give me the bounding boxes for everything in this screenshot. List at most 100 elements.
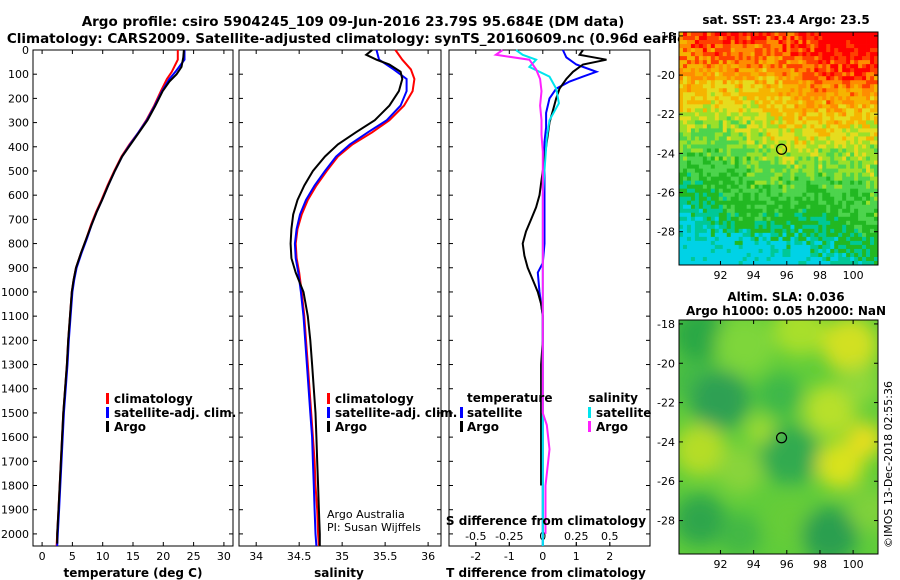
sla-map-subtitle: Argo h1000: 0.05 h2000: NaN (686, 304, 886, 318)
sst-cell (834, 136, 839, 141)
sst-cell (834, 260, 839, 266)
sst-cell (714, 132, 720, 137)
sst-cell (738, 92, 744, 97)
sst-cell (782, 180, 787, 186)
sst-cell (734, 148, 740, 153)
sst-cell (694, 256, 700, 262)
sst-cell (842, 260, 847, 266)
sst-cell (858, 244, 863, 250)
sst-cell (762, 92, 767, 97)
sst-cell (682, 172, 688, 178)
sst-cell (870, 192, 875, 198)
sst-cell (838, 172, 843, 178)
sst-cell (842, 108, 847, 113)
sst-cell (802, 228, 807, 234)
sst-cell (706, 216, 712, 222)
sst-cell (814, 240, 819, 246)
sst-cell (778, 88, 783, 93)
sla-blob (774, 320, 826, 356)
sst-cell (866, 252, 871, 258)
sst-cell (734, 52, 740, 57)
sst-cell (754, 40, 759, 45)
sst-cell (726, 192, 732, 198)
sst-cell (762, 80, 767, 85)
sst-cell (730, 232, 736, 238)
sst-cell (834, 80, 839, 85)
sst-cell (694, 200, 700, 206)
sst-cell (734, 92, 740, 97)
sst-cell (694, 228, 700, 234)
sst-cell (862, 188, 867, 194)
sst-cell (718, 120, 724, 125)
sst-cell (814, 144, 819, 149)
sst-cell (798, 156, 803, 161)
sst-cell (846, 148, 851, 153)
sst-cell (870, 48, 875, 53)
sst-cell (778, 132, 783, 137)
sst-cell (682, 168, 688, 174)
sst-cell (738, 80, 744, 85)
sst-cell (870, 120, 875, 125)
sst-cell (762, 240, 767, 246)
sst-cell (710, 180, 716, 186)
sst-cell (690, 64, 696, 69)
x-tick-label: 36 (421, 550, 435, 563)
sst-cell (866, 228, 871, 234)
sst-cell (786, 204, 791, 210)
sst-cell (786, 64, 791, 69)
legend-swatch-t-argo (460, 421, 463, 432)
sst-cell (754, 76, 759, 81)
sst-cell (818, 232, 823, 238)
sst-cell (690, 92, 696, 97)
sst-cell (742, 32, 748, 37)
sst-cell (854, 212, 859, 218)
sst-cell (766, 40, 771, 45)
sst-cell (698, 216, 704, 222)
sst-cell (738, 140, 744, 145)
sst-cell (846, 120, 851, 125)
sst-cell (694, 84, 700, 89)
sst-cell (758, 152, 763, 157)
sst-cell (798, 260, 803, 266)
sst-cell (802, 120, 807, 125)
sst-cell (858, 184, 863, 190)
depth-tick-label: 1300 (1, 359, 29, 372)
legend-label-s-satellite: satellite (596, 406, 651, 420)
sst-cell (798, 88, 803, 93)
sst-cell (778, 248, 783, 254)
sst-cell (762, 208, 767, 214)
sst-cell (734, 156, 740, 161)
sla-map-panel: Altim. SLA: 0.036 Argo h1000: 0.05 h2000… (657, 290, 886, 571)
sst-cell (758, 220, 763, 226)
sst-cell (838, 36, 843, 41)
sst-cell (682, 184, 688, 190)
sst-cell (874, 100, 879, 105)
series-line-argo (56, 49, 185, 544)
sst-cell (782, 188, 787, 194)
sst-cell (722, 232, 728, 238)
sst-cell (718, 256, 724, 262)
sst-cell (718, 252, 724, 258)
sst-cell (682, 136, 688, 141)
sst-cell (854, 104, 859, 109)
sst-cell (710, 48, 716, 53)
sst-cell (682, 212, 688, 218)
map-y-tick-label: -26 (657, 475, 675, 488)
sst-cell (842, 144, 847, 149)
sst-cell (782, 148, 787, 153)
sst-cell (782, 124, 787, 129)
sst-cell (702, 200, 708, 206)
sst-cell (830, 40, 835, 45)
depth-tick-label: 700 (8, 213, 29, 226)
sst-cell (842, 80, 847, 85)
sst-cell (710, 212, 716, 218)
sst-cell (810, 100, 815, 105)
sst-cell (766, 156, 771, 161)
sst-cell (710, 196, 716, 202)
sst-cell (826, 120, 831, 125)
sst-cell (806, 172, 811, 178)
sst-cell (758, 144, 763, 149)
sst-cell (870, 104, 875, 109)
sst-cell (706, 240, 712, 246)
sst-cell (854, 232, 859, 238)
